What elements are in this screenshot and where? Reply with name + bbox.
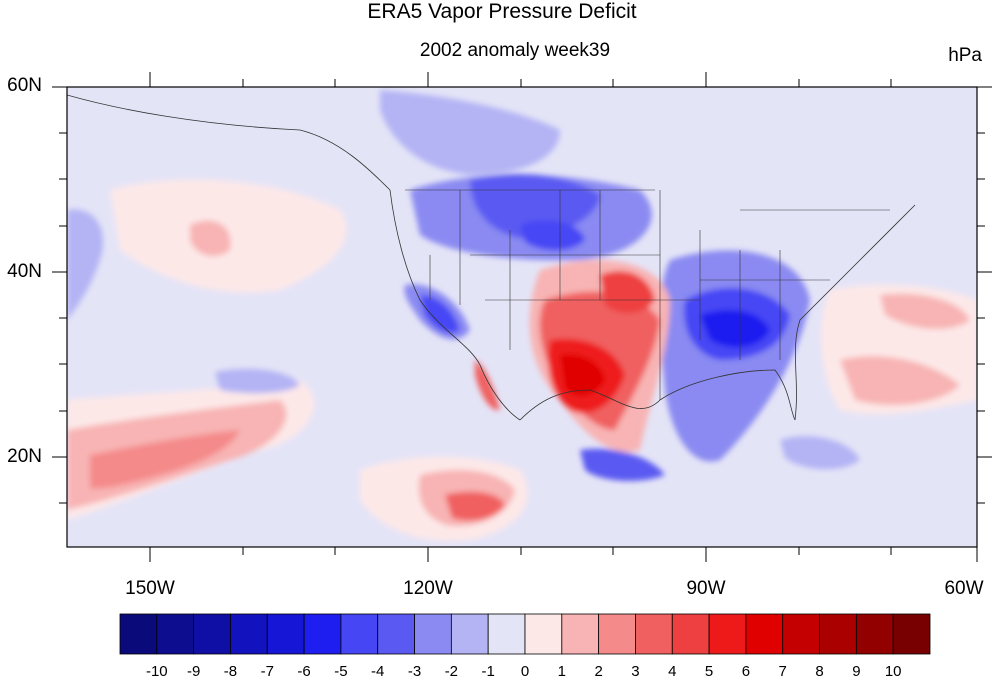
colorbar-label: -6 xyxy=(297,663,310,680)
colorbar-label: -2 xyxy=(445,663,458,680)
anomaly-patches xyxy=(67,90,977,541)
lat-label-40n: 40N xyxy=(7,261,42,282)
subtitle: 2002 anomaly week39 xyxy=(419,40,611,61)
colorbar-label: 4 xyxy=(668,663,676,680)
units-label: hPa xyxy=(948,45,982,66)
colorbar-label: 8 xyxy=(815,663,823,680)
colorbar-label: 7 xyxy=(779,663,787,680)
colorbar-label: -1 xyxy=(482,663,495,680)
colorbar-label: 6 xyxy=(742,663,750,680)
colorbar-box xyxy=(230,613,268,655)
colorbar-box xyxy=(745,613,784,655)
lon-label-120w: 120W xyxy=(403,578,453,599)
colorbar-label: -10 xyxy=(146,663,168,680)
colorbar-box xyxy=(487,613,526,655)
colorbar-label: -8 xyxy=(224,663,237,680)
colorbar-box xyxy=(892,613,931,655)
colorbar-box xyxy=(340,613,379,655)
colorbar-box xyxy=(156,613,195,655)
colorbar-label: 3 xyxy=(631,663,639,680)
colorbar-box xyxy=(819,613,857,655)
colorbar-box xyxy=(377,613,415,655)
colorbar-label: 0 xyxy=(521,663,529,680)
colorbar-box xyxy=(671,613,710,655)
colorbar-label: -3 xyxy=(408,663,421,680)
colorbar-label: -5 xyxy=(334,663,347,680)
colorbar-box xyxy=(524,613,563,655)
lon-label-60w: 60W xyxy=(944,578,984,599)
coastlines xyxy=(67,94,916,421)
colorbar-label: 1 xyxy=(558,663,566,680)
state-boundaries xyxy=(405,189,890,400)
colorbar-box xyxy=(119,613,158,655)
colorbar-label: -9 xyxy=(187,663,200,680)
colorbar-label: -7 xyxy=(261,663,274,680)
colorbar-labels: -10 -9 -8 -7 -6 -5 -4 -3 -2 -1 0 1 2 3 4 5 6 7 8 9 10 xyxy=(146,663,902,680)
colorbar-box xyxy=(266,613,305,655)
lon-label-90w: 90W xyxy=(686,578,726,599)
anomaly-field xyxy=(67,87,977,547)
colorbar-label: 5 xyxy=(705,663,713,680)
colorbar-label: 9 xyxy=(852,663,860,680)
axis-ticks xyxy=(52,72,992,562)
colorbar-box xyxy=(193,613,231,655)
map-frame xyxy=(66,86,978,548)
anomaly-map xyxy=(52,72,992,562)
colorbar-label: -4 xyxy=(371,663,384,680)
lat-label-60n: 60N xyxy=(7,75,42,96)
colorbar-box xyxy=(855,613,894,655)
colorbar-box xyxy=(598,613,636,655)
colorbar-box xyxy=(450,613,489,655)
colorbar-box xyxy=(303,613,342,655)
main-title: ERA5 Vapor Pressure Deficit xyxy=(367,0,637,23)
colorbar-label: 10 xyxy=(885,663,902,680)
colorbar-box xyxy=(782,613,820,655)
lon-label-150w: 150W xyxy=(125,578,175,599)
colorbar-box xyxy=(561,613,600,655)
colorbar-box xyxy=(635,613,673,655)
colorbar-box xyxy=(414,613,452,655)
lat-label-20n: 20N xyxy=(7,446,42,467)
colorbar-boxes xyxy=(119,613,931,655)
colorbar-box xyxy=(708,613,747,655)
colorbar-label: 2 xyxy=(594,663,602,680)
